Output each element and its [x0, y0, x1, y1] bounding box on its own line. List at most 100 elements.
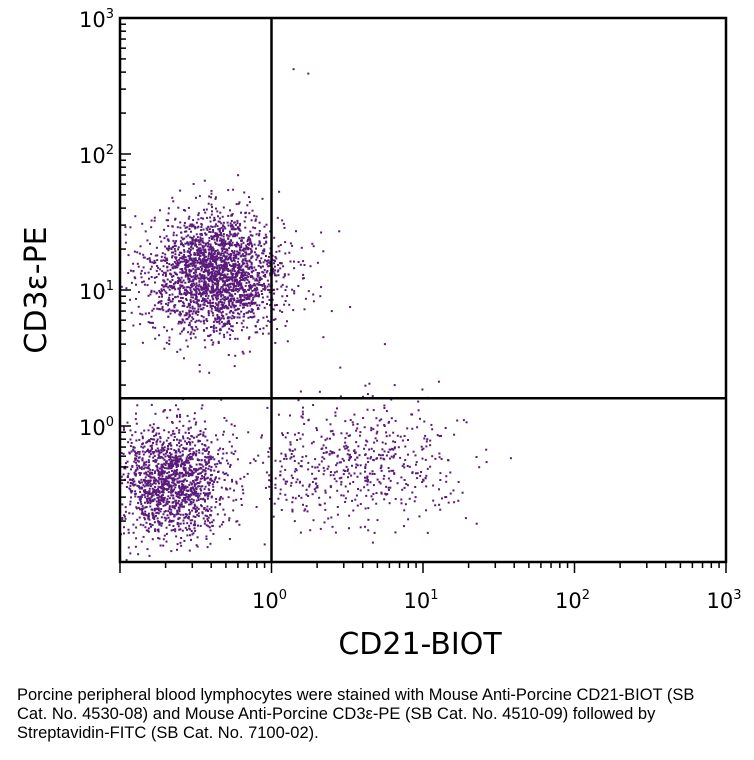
data-point: [228, 247, 231, 250]
data-point: [173, 469, 176, 472]
data-point: [132, 446, 135, 448]
data-point: [219, 298, 222, 301]
data-point: [185, 457, 188, 460]
data-point: [280, 509, 283, 511]
data-point: [145, 473, 148, 476]
data-point: [265, 223, 268, 226]
data-point: [145, 483, 148, 486]
data-point: [282, 478, 285, 481]
data-point: [329, 450, 332, 453]
data-point: [333, 477, 336, 480]
data-point: [207, 283, 210, 286]
data-point: [185, 479, 188, 482]
data-point: [141, 437, 144, 440]
data-point: [211, 246, 214, 249]
data-point: [234, 308, 237, 311]
data-point: [212, 301, 214, 304]
data-point: [199, 293, 202, 296]
data-point: [143, 445, 146, 448]
data-point: [257, 308, 260, 310]
data-point: [263, 248, 266, 251]
data-point: [202, 248, 205, 251]
data-point: [364, 470, 367, 473]
data-point: [356, 504, 359, 507]
data-point: [247, 337, 250, 340]
data-point: [202, 258, 205, 261]
data-point: [190, 280, 193, 283]
data-point: [219, 211, 222, 214]
data-point: [264, 287, 267, 290]
data-point: [163, 510, 166, 513]
data-point: [379, 482, 382, 485]
data-point: [187, 454, 190, 456]
data-point: [186, 490, 189, 493]
data-point: [202, 262, 205, 265]
data-point: [130, 482, 133, 484]
data-point: [282, 222, 285, 225]
data-point: [267, 289, 270, 291]
data-point: [262, 461, 265, 464]
data-point: [204, 428, 207, 430]
data-point: [199, 266, 202, 268]
data-point: [318, 463, 321, 466]
data-point: [254, 291, 257, 294]
data-point: [207, 257, 210, 260]
data-point: [267, 319, 270, 322]
data-point: [184, 478, 187, 481]
data-point: [167, 431, 170, 434]
data-point: [261, 296, 264, 299]
data-point: [300, 496, 303, 499]
data-point: [200, 262, 203, 265]
data-point: [397, 446, 400, 449]
data-point: [167, 516, 170, 519]
data-point: [344, 485, 347, 488]
data-point: [141, 510, 144, 513]
data-point: [165, 540, 168, 543]
data-point: [284, 289, 287, 292]
data-point: [230, 228, 233, 231]
data-point: [231, 279, 234, 282]
data-point: [205, 538, 208, 540]
data-point: [217, 291, 220, 294]
data-point: [192, 242, 195, 245]
data-point: [200, 463, 203, 466]
x-tick-label: 102: [555, 588, 590, 613]
data-point: [281, 311, 284, 313]
data-point: [251, 316, 253, 319]
data-point: [204, 520, 207, 523]
data-point: [453, 433, 456, 436]
data-point: [192, 318, 195, 320]
data-point: [169, 268, 172, 271]
data-point: [197, 303, 200, 306]
data-point: [203, 339, 206, 342]
data-point: [200, 459, 203, 462]
data-point: [339, 366, 342, 369]
data-point: [318, 390, 321, 393]
data-point: [177, 280, 180, 282]
data-point: [359, 434, 361, 437]
data-point: [331, 525, 334, 528]
data-point: [188, 215, 191, 218]
data-point: [349, 419, 352, 421]
data-point: [144, 230, 147, 233]
data-point: [158, 490, 161, 493]
data-point: [238, 228, 241, 231]
data-point: [176, 477, 179, 480]
data-point: [172, 528, 175, 531]
data-point: [240, 285, 243, 288]
data-point: [189, 464, 192, 467]
data-point: [160, 255, 163, 258]
data-point: [203, 256, 206, 259]
data-point: [199, 303, 202, 306]
data-point: [225, 266, 228, 269]
data-point: [350, 456, 352, 458]
data-point: [220, 293, 223, 296]
data-point: [181, 281, 184, 284]
data-point: [159, 268, 162, 271]
data-point: [214, 241, 217, 244]
data-point: [387, 467, 390, 469]
data-point: [152, 326, 154, 329]
data-point: [210, 246, 213, 249]
data-point: [208, 335, 211, 338]
data-point: [163, 326, 166, 329]
